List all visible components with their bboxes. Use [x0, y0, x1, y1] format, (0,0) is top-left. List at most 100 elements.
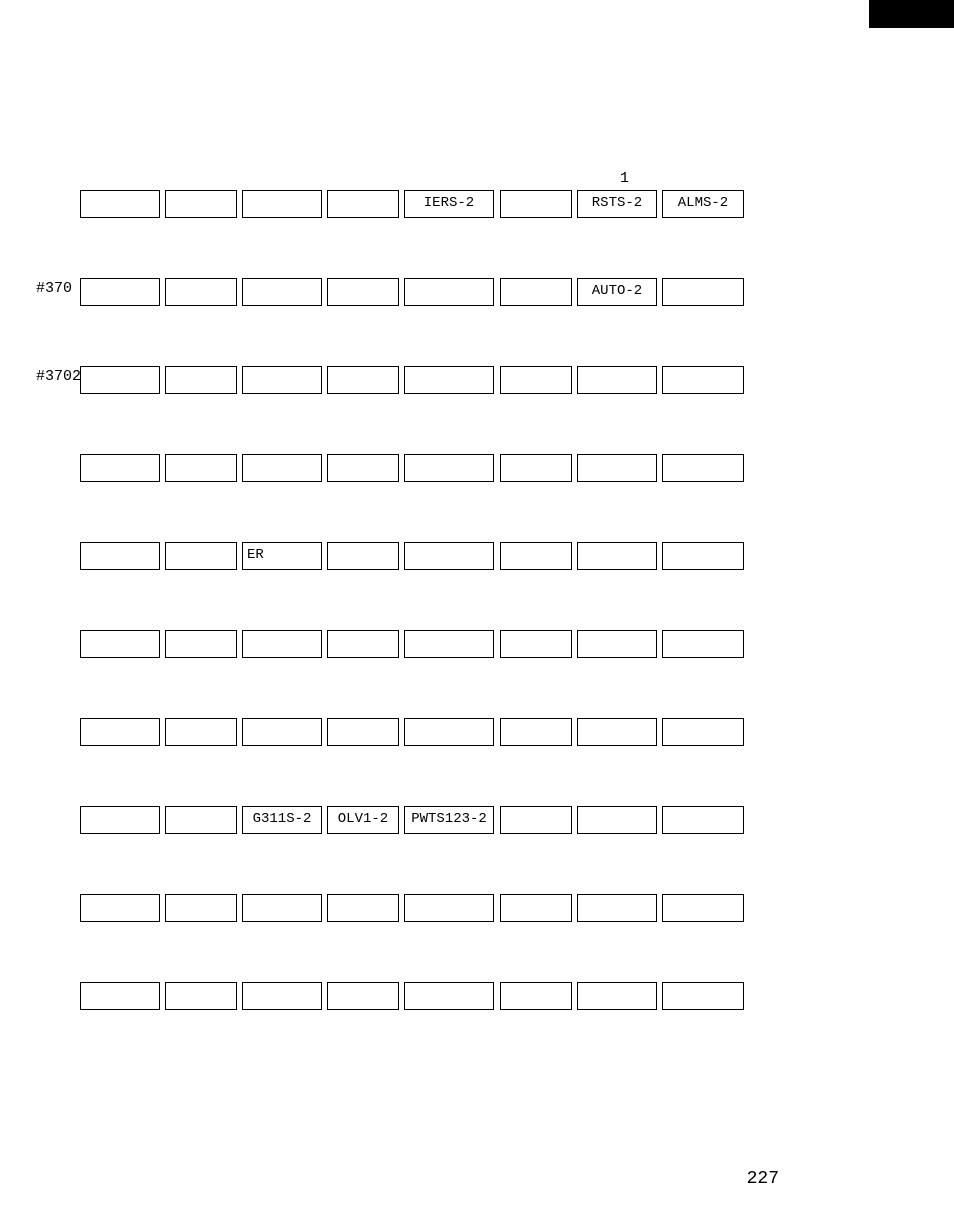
cell [80, 454, 160, 482]
cell: G311S-2 [242, 806, 322, 834]
cell [577, 630, 657, 658]
table-row [80, 454, 750, 482]
row-label: #370 [36, 280, 72, 297]
cell-text [405, 983, 493, 987]
cell-text [166, 455, 236, 459]
cell-text [328, 983, 398, 987]
cell [80, 806, 160, 834]
cell-text [166, 631, 236, 635]
cell [404, 630, 494, 658]
cell [327, 278, 399, 306]
cell-text [81, 191, 159, 195]
cell-text [243, 367, 321, 371]
cell-text [663, 367, 743, 371]
cell-text [663, 543, 743, 547]
cell-text: G311S-2 [243, 807, 321, 827]
cell [165, 630, 237, 658]
cell [404, 454, 494, 482]
cell [577, 366, 657, 394]
cell-text [81, 367, 159, 371]
cell [662, 806, 744, 834]
cell [242, 278, 322, 306]
cell [577, 454, 657, 482]
cell: ALMS-2 [662, 190, 744, 218]
cell-text [328, 191, 398, 195]
cell [404, 718, 494, 746]
cell [500, 454, 572, 482]
cell-text [243, 191, 321, 195]
cell-text [328, 279, 398, 283]
cell [662, 542, 744, 570]
cell-text [501, 367, 571, 371]
table-row [80, 630, 750, 658]
cell [662, 454, 744, 482]
cell: AUTO-2 [577, 278, 657, 306]
cell-text [501, 455, 571, 459]
table-row: G311S-2 OLV1-2 PWTS123-2 [80, 806, 750, 834]
cell-text [166, 191, 236, 195]
cell [80, 190, 160, 218]
cell [165, 278, 237, 306]
cell-text [405, 279, 493, 283]
cell [662, 278, 744, 306]
cell-text [405, 631, 493, 635]
cell [500, 542, 572, 570]
cell [404, 982, 494, 1010]
table-row [80, 982, 750, 1010]
cell [404, 278, 494, 306]
cell-text [243, 719, 321, 723]
cell: RSTS-2 [577, 190, 657, 218]
cell-text: ER [243, 543, 321, 563]
table-row: IERS-2 RSTS-2 ALMS-2 [80, 190, 750, 218]
cell [80, 278, 160, 306]
cell [327, 366, 399, 394]
cell-text [328, 631, 398, 635]
cell-text [243, 895, 321, 899]
cell: IERS-2 [404, 190, 494, 218]
cell-text [328, 543, 398, 547]
cell [500, 982, 572, 1010]
parameter-grid: IERS-2 RSTS-2 ALMS-2 #370 AUTO-2 #3702 [80, 190, 750, 1070]
cell-text [243, 455, 321, 459]
cell [242, 454, 322, 482]
cell-text [578, 895, 656, 899]
cell-text [663, 631, 743, 635]
cell [327, 982, 399, 1010]
cell-text [81, 719, 159, 723]
cell-text [328, 719, 398, 723]
cell-text: AUTO-2 [578, 279, 656, 299]
cell-text [81, 279, 159, 283]
cell [662, 718, 744, 746]
cell-text [81, 543, 159, 547]
cell-text [663, 895, 743, 899]
cell [500, 806, 572, 834]
cell [165, 894, 237, 922]
cell-text [663, 455, 743, 459]
cell [165, 366, 237, 394]
cell-text: RSTS-2 [578, 191, 656, 211]
cell-text: PWTS123-2 [405, 807, 493, 827]
cell [327, 630, 399, 658]
cell-text [501, 895, 571, 899]
cell-text [405, 719, 493, 723]
cell-text [578, 543, 656, 547]
cell [500, 278, 572, 306]
cell-text [81, 983, 159, 987]
cell [242, 982, 322, 1010]
cell-text [81, 455, 159, 459]
cell-text [405, 543, 493, 547]
cell [165, 718, 237, 746]
cell-text [243, 983, 321, 987]
cell [577, 894, 657, 922]
cell-text [663, 807, 743, 811]
cell [404, 366, 494, 394]
cell-text [501, 807, 571, 811]
cell [242, 190, 322, 218]
cell [327, 454, 399, 482]
cell [500, 630, 572, 658]
cell-text [501, 983, 571, 987]
cell-text [578, 455, 656, 459]
cell-text [501, 279, 571, 283]
cell [327, 894, 399, 922]
cell [80, 542, 160, 570]
